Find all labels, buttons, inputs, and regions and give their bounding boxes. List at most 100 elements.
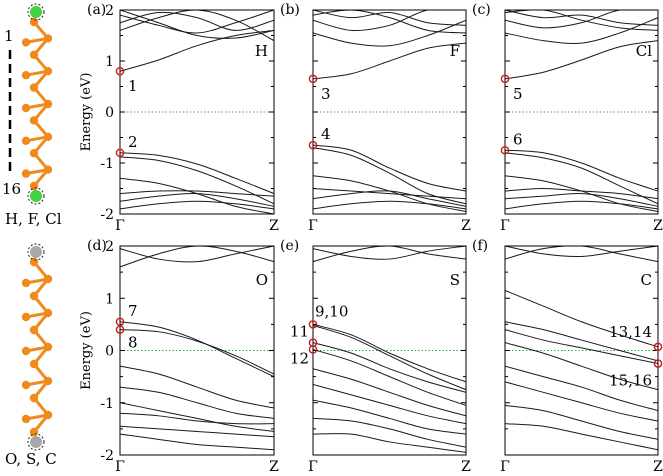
band-line-4 xyxy=(313,348,466,406)
state-marker-label: 12 xyxy=(290,349,309,367)
x-tick-label-gamma: Γ xyxy=(115,459,125,475)
atom xyxy=(43,376,53,386)
band-line-2 xyxy=(313,144,466,192)
atom-chain-bottom xyxy=(21,243,53,451)
x-tick-label-z: Z xyxy=(269,218,279,234)
atom xyxy=(29,359,39,369)
y-tick-label: 1 xyxy=(105,291,114,307)
band-line-9 xyxy=(313,10,466,32)
state-marker-label: 2 xyxy=(128,133,138,151)
state-marker xyxy=(653,359,663,368)
terminal-ring xyxy=(27,3,45,21)
band-line-7 xyxy=(505,200,658,210)
band-line-2 xyxy=(120,152,274,195)
band-line-8 xyxy=(120,433,274,451)
y-axis-label: Energy (eV) xyxy=(79,73,94,152)
y-tick-label: 0 xyxy=(105,344,114,360)
band-line-4 xyxy=(120,386,274,419)
panel-e: Γ Z (e) S 9,10 11 12 xyxy=(280,238,471,475)
band-line-10 xyxy=(505,246,658,258)
atom xyxy=(21,312,31,322)
panel-label: (e) xyxy=(280,238,299,254)
atom xyxy=(43,410,53,420)
element-label: O xyxy=(256,271,268,289)
state-marker-label: 13,14 xyxy=(609,323,652,341)
x-tick-label-z: Z xyxy=(269,459,279,475)
atom xyxy=(43,67,53,76)
atom xyxy=(21,278,31,288)
element-label: F xyxy=(450,42,460,60)
structure-bottom-terminal-labels: O, S, C xyxy=(5,450,57,468)
band-line-10 xyxy=(505,10,658,31)
atom xyxy=(43,342,53,352)
band-line-10 xyxy=(120,10,274,39)
band-line-5 xyxy=(313,368,466,417)
band-line-1 xyxy=(120,29,274,72)
y-axis-label: Energy (eV) xyxy=(79,311,94,390)
band-line-9 xyxy=(505,10,658,29)
x-tick-label-gamma: Γ xyxy=(115,218,125,234)
band-line-10 xyxy=(120,246,274,263)
band-line-6 xyxy=(313,190,466,207)
state-marker xyxy=(308,140,318,150)
state-marker xyxy=(115,148,125,158)
band-line-6 xyxy=(120,412,274,425)
state-marker xyxy=(115,66,125,76)
terminal-atom-bottom xyxy=(30,246,42,258)
terminal-ring xyxy=(27,243,45,261)
atom xyxy=(43,274,53,284)
atom xyxy=(21,346,31,356)
state-marker-label: 8 xyxy=(128,334,138,352)
band-line-1 xyxy=(505,40,658,80)
band-line-3 xyxy=(313,147,466,205)
structure-top-index-1: 1 xyxy=(4,27,14,45)
terminal-atom-top xyxy=(30,6,42,18)
atom xyxy=(21,103,31,113)
band-line-8 xyxy=(505,17,658,45)
atom xyxy=(21,414,31,424)
panel-f: Γ Z (f) C 13,14 15,16 xyxy=(472,238,663,475)
atom xyxy=(43,99,53,109)
element-label: C xyxy=(641,271,652,289)
band-line-1 xyxy=(313,323,466,383)
state-marker xyxy=(308,345,318,354)
state-marker xyxy=(308,320,318,329)
x-tick-label-z: Z xyxy=(461,218,471,234)
band-line-3 xyxy=(505,152,658,205)
y-tick-label: -2 xyxy=(100,207,114,223)
band-line-11 xyxy=(120,11,274,31)
panel-b: Γ Z (b) F 3 4 xyxy=(280,2,471,234)
band-line-7 xyxy=(505,404,658,440)
band-line-6 xyxy=(120,193,274,207)
band-line-7 xyxy=(313,200,466,210)
bands xyxy=(313,10,466,212)
band-line-3 xyxy=(120,156,274,205)
terminal-atom-bottom xyxy=(30,436,42,448)
band-line-7 xyxy=(313,399,466,435)
band-line-8 xyxy=(505,423,658,451)
band-line-9 xyxy=(505,246,658,263)
panel-label: (b) xyxy=(280,2,300,18)
atom xyxy=(21,169,31,178)
atom xyxy=(43,308,53,318)
band-line-9 xyxy=(313,433,466,453)
band-line-1 xyxy=(120,321,274,378)
atom-chain-top xyxy=(21,3,53,205)
band-line-4 xyxy=(120,177,274,214)
band-line-3 xyxy=(505,329,658,365)
state-marker-label: 3 xyxy=(321,85,331,103)
band-line-11 xyxy=(505,10,658,26)
x-tick-label-z: Z xyxy=(653,218,663,234)
state-marker xyxy=(500,74,510,84)
x-tick-label-gamma: Γ xyxy=(500,459,510,475)
panel-c: Γ Z (c) Cl 5 6 xyxy=(472,2,663,234)
state-marker xyxy=(115,325,125,334)
atom xyxy=(29,116,39,125)
atom xyxy=(21,38,31,47)
element-label: S xyxy=(450,271,460,289)
x-tick-label-z: Z xyxy=(461,459,471,475)
atom xyxy=(29,393,39,403)
atom xyxy=(21,380,31,390)
state-marker-label: 5 xyxy=(513,85,523,103)
structure-top-terminal-labels: H, F, Cl xyxy=(5,210,62,228)
